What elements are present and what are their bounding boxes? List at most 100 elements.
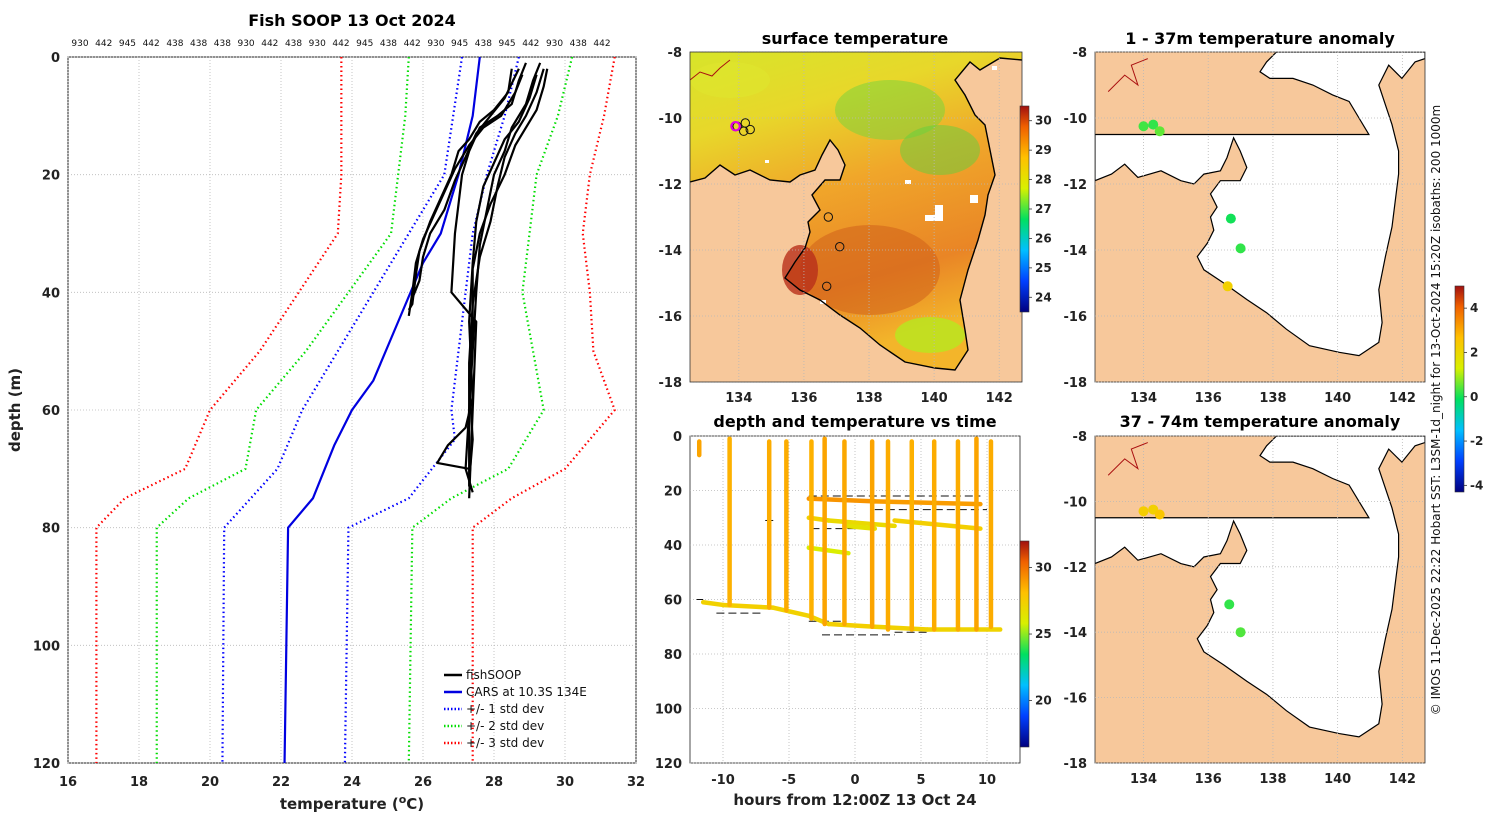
time-depth-y-tick-label: 100 [655, 703, 682, 718]
depth-track-segment [842, 523, 878, 531]
map-x-tick-label: 138 [1259, 391, 1286, 406]
time-depth-y-tick-label: 40 [664, 539, 682, 554]
sst-station-markers [730, 118, 845, 291]
fish-profile-line [450, 62, 527, 499]
station-id-labels: 930 442 945 442 438 438 438 930 442 438 930 442 945 4… [71, 39, 610, 49]
station-id-label: 930 [237, 39, 254, 49]
time-depth-y-tick-label: 20 [664, 485, 682, 500]
sst-station-marker [739, 126, 749, 136]
map-x-tick-label: 142 [986, 391, 1013, 406]
map-y-tick-label: -10 [659, 112, 683, 127]
profile-line--3-std [471, 57, 616, 763]
map-y-tick-label: -14 [659, 244, 683, 259]
profile-y-ticks: 0 20 40 60 80 100 120 [33, 51, 60, 772]
time-depth-colorbar-tick-label: 25 [1035, 627, 1052, 641]
time-depth-title: depth and temperature vs time [713, 412, 996, 431]
time-depth-y-tick-label: 0 [673, 430, 682, 445]
profile-title: Fish SOOP 13 Oct 2024 [248, 11, 456, 30]
profile-x-tick-label: 24 [343, 775, 361, 790]
anomaly-upper-basemap [1094, 51, 1426, 383]
time-depth-colorbar-ticks: 20 25 30 [1029, 561, 1052, 707]
anomaly-point [1154, 509, 1165, 520]
time-depth-y-tick-label: 60 [664, 594, 682, 609]
map-x-tick-label: 136 [1195, 772, 1222, 787]
anomaly-lower-x-ticks: 134 136 138 140 142 [1130, 772, 1416, 787]
anomaly-colorbar-tick-label: 0 [1470, 390, 1478, 404]
sst-x-ticks: 134 136 138 140 142 [725, 391, 1013, 406]
station-id-label: 442 [143, 39, 160, 49]
anomaly-point [1154, 126, 1165, 137]
station-id-label: 438 [475, 39, 492, 49]
station-id-label: 945 [498, 39, 515, 49]
profile-y-tick-label: 20 [42, 169, 60, 184]
profile-x-label: temperature (oC) [280, 793, 424, 813]
map-x-tick-label: 134 [1130, 391, 1157, 406]
depth-track-segment [700, 599, 726, 608]
profile-y-tick-label: 100 [33, 639, 60, 654]
profile-line--2-std [407, 57, 574, 763]
profile-y-tick-label: 80 [42, 522, 60, 537]
sst-cool-gulf-patch [895, 317, 965, 353]
station-id-label: 945 [356, 39, 373, 49]
anomaly-point [1224, 599, 1235, 610]
time-depth-colorbar [1019, 540, 1030, 748]
legend-label-cars: CARS at 10.3S 134E [466, 685, 587, 699]
map-x-tick-label: 140 [1324, 772, 1351, 787]
map-x-tick-label: 138 [855, 391, 882, 406]
anomaly-lower-title: 37 - 74m temperature anomaly [1120, 412, 1401, 431]
time-depth-y-ticks: 0 20 40 60 80 100 120 [655, 430, 682, 772]
time-depth-colorbar-tick-label: 30 [1035, 561, 1052, 575]
map-x-tick-label: 136 [1195, 391, 1222, 406]
time-depth-x-tick-label: 0 [850, 773, 859, 788]
anomaly-lower-y-ticks: -8 -10 -12 -14 -16 -18 [1064, 430, 1088, 772]
anomaly-lower-basemap [1094, 435, 1426, 764]
map-x-tick-label: 140 [921, 391, 948, 406]
sst-warm-patch [800, 225, 940, 315]
depth-track-segment [872, 624, 930, 632]
station-id-label: 438 [166, 39, 183, 49]
station-id-label: 442 [332, 39, 349, 49]
map-y-tick-label: -10 [1064, 112, 1088, 127]
map-y-tick-label: -16 [659, 310, 683, 325]
map-x-tick-label: 136 [790, 391, 817, 406]
map-y-tick-label: -16 [1064, 310, 1088, 325]
profile-x-tick-label: 26 [414, 775, 432, 790]
anomaly-upper-gridlines [1095, 51, 1425, 383]
station-id-label: 442 [404, 39, 421, 49]
sst-map-title: surface temperature [762, 29, 949, 48]
anomaly-point [1235, 627, 1246, 638]
depth-track-segment [770, 605, 812, 619]
station-id-label: 442 [593, 39, 610, 49]
sst-colorbar-tick-label: 30 [1035, 114, 1052, 128]
profile-x-tick-label: 28 [485, 775, 503, 790]
fish-profile-line [411, 68, 520, 299]
anomaly-lower-points [1138, 504, 1246, 638]
profile-x-tick-label: 20 [201, 775, 219, 790]
anomaly-basemap-clip [1095, 52, 1425, 382]
depth-track-segment [892, 518, 983, 531]
map-y-tick-label: -18 [1064, 376, 1088, 391]
anomaly-point [1138, 506, 1149, 517]
map-y-tick-label: -10 [1064, 495, 1088, 510]
map-y-tick-label: -8 [668, 46, 682, 61]
legend-label-fish: fishSOOP [466, 668, 521, 682]
station-id-label: 442 [95, 39, 112, 49]
profile-legend: fishSOOP CARS at 10.3S 134E +/- 1 std de… [444, 668, 587, 750]
station-id-label: 945 [451, 39, 468, 49]
profile-x-ticks: 16 18 20 22 24 26 28 30 32 [59, 775, 645, 790]
map-x-tick-label: 142 [1389, 772, 1416, 787]
station-id-label: 438 [285, 39, 302, 49]
legend-label-std2: +/- 2 std dev [466, 719, 544, 733]
sst-station-marker [823, 212, 834, 222]
sst-cool-patch-2 [900, 125, 980, 175]
depth-track-segment [872, 499, 983, 507]
sst-colorbar-tick-label: 24 [1035, 290, 1052, 304]
depth-track-segment [806, 496, 878, 504]
sst-coastline [690, 57, 1022, 371]
station-id-label: 438 [380, 39, 397, 49]
anomaly-point [1225, 213, 1236, 224]
profile-y-tick-label: 0 [51, 51, 60, 66]
anomaly-point [1148, 119, 1159, 130]
profile-x-tick-label: 18 [130, 775, 148, 790]
